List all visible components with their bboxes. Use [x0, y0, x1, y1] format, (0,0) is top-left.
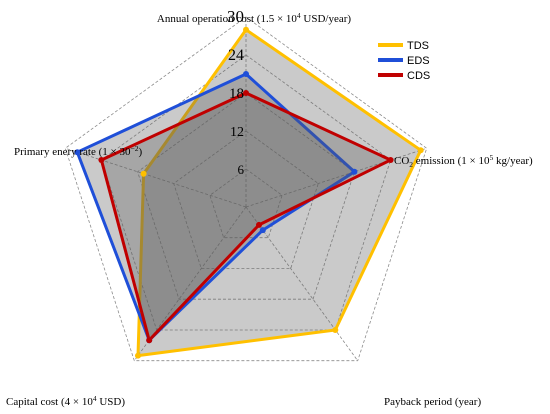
data-point-cds: [387, 157, 394, 163]
grid-spoke: [133, 206, 247, 361]
data-point-eds: [259, 227, 266, 234]
data-point-eds: [351, 168, 358, 175]
legend-label-cds: CDS: [407, 70, 430, 82]
grid-spoke: [245, 206, 359, 361]
series-area-cds: [99, 91, 393, 342]
data-point-tds: [135, 352, 141, 359]
axis-label-co2-emission: CO2 emission (1 × 105 kg/year): [394, 153, 533, 169]
tick-label-30: 30: [227, 7, 244, 26]
grid-ring-30: [64, 16, 428, 362]
grid-spoke: [65, 147, 247, 208]
data-point-eds: [74, 149, 81, 156]
axis-label-capital-cost: Capital cost (4 × 104 USD): [6, 394, 125, 408]
grid-ring-18: [137, 92, 355, 300]
data-point-tds: [332, 327, 339, 333]
axis-label-annual-operation-cost: Annual operation cost (1.5 × 104 USD/yea…: [157, 11, 352, 25]
data-point-tds: [140, 170, 147, 177]
data-point-tds: [417, 147, 424, 154]
data-point-tds: [243, 26, 249, 33]
grid-ring-24: [100, 54, 392, 331]
axis-label-primary-energy-rate: Primary enery rate (1 × 30−2): [14, 144, 142, 158]
tick-label-6: 6: [238, 162, 245, 177]
tick-label-12: 12: [230, 125, 244, 140]
axis-label-payback-period: Payback period (year): [384, 396, 481, 408]
legend: TDS EDS CDS: [378, 40, 430, 82]
tick-label-24: 24: [228, 47, 244, 64]
tick-label-18: 18: [229, 86, 244, 102]
data-point-eds: [243, 71, 249, 77]
grid-ring-12: [173, 130, 319, 269]
legend-label-eds: EDS: [407, 55, 430, 67]
radial-tick-labels: 6 12 18 24 30: [227, 7, 245, 177]
legend-label-tds: TDS: [407, 40, 429, 52]
radar-grid: [64, 16, 428, 362]
data-point-cds: [256, 221, 262, 228]
radar-series: [74, 26, 424, 359]
data-point-cds: [98, 157, 105, 163]
data-point-cds: [243, 90, 249, 96]
data-point-cds: [146, 337, 153, 344]
grid-spoke: [245, 147, 427, 208]
